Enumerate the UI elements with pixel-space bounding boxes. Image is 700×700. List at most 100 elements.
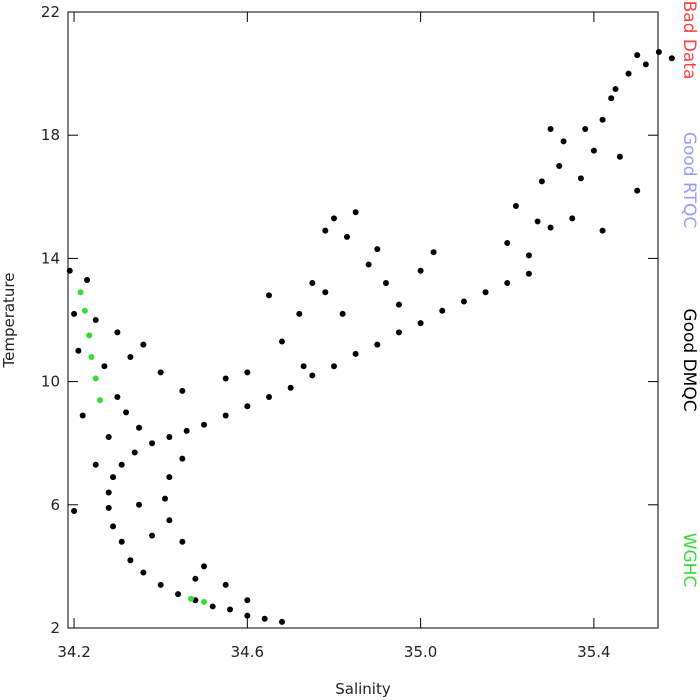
data-point [642,61,649,68]
data-point [136,424,143,431]
data-point [439,307,446,314]
data-point [118,461,125,468]
data-point [296,310,303,317]
data-point [278,338,285,345]
data-point [525,252,532,259]
x-tick-label: 34.6 [231,643,264,661]
data-point [92,375,99,382]
data-point [330,363,337,370]
data-point [395,329,402,336]
data-point [222,581,229,588]
data-point [244,612,251,619]
x-tick-label: 35.4 [577,643,610,661]
data-point [179,455,186,462]
data-point [244,369,251,376]
data-point [71,310,78,317]
data-point [188,595,195,602]
data-point [175,591,182,598]
data-point [75,347,82,354]
data-point [101,363,108,370]
data-point [534,218,541,225]
x-tick-label: 34.2 [57,643,90,661]
data-point [547,126,554,133]
data-point [166,517,173,524]
data-point [265,394,272,400]
data-point [140,341,147,348]
data-point [201,421,208,428]
data-point [149,532,156,539]
data-point [244,403,251,410]
data-point [460,298,467,305]
data-point [365,261,372,268]
data-point [569,215,576,222]
data-point [136,501,143,508]
data-point [525,270,532,277]
data-point [430,249,437,256]
data-point [343,233,350,240]
data-point [330,215,337,222]
data-point [92,317,99,323]
y-tick-label: 2 [50,619,60,637]
data-point [616,153,623,160]
data-point [123,409,130,416]
data-point [105,434,112,441]
data-point [504,240,511,246]
data-point [157,369,164,376]
data-point [668,55,675,62]
data-point [162,495,169,502]
data-point [114,329,121,336]
data-point [166,434,173,441]
data-point [157,581,164,588]
y-axis-label: Temperature [0,272,18,368]
legend-entry: Good DMQC [679,308,699,411]
data-point [114,394,121,400]
data-point [599,227,606,234]
data-point [577,175,584,182]
data-point [608,95,615,102]
data-point [395,301,402,308]
data-point [590,147,597,154]
legend-entry: WGHC [679,533,699,588]
data-point [547,224,554,231]
y-tick-label: 6 [50,496,60,514]
data-point [127,557,134,564]
data-point [86,332,93,339]
data-point [655,49,662,56]
data-point [84,276,91,283]
plot-frame [67,11,659,629]
data-point [88,353,95,360]
data-point [227,606,234,613]
x-axis-label: Salinity [335,680,391,698]
data-point [92,461,99,468]
y-tick-label: 22 [41,3,60,21]
data-point [309,372,316,379]
data-point [105,504,112,511]
data-point [374,246,381,253]
data-point [110,474,117,481]
data-point [140,569,147,576]
data-point [77,289,84,296]
data-point [201,563,208,570]
y-tick-label: 18 [41,126,60,144]
data-point [222,412,229,419]
data-point [66,267,73,274]
data-point [556,163,563,169]
data-point [127,353,134,360]
data-point [149,440,156,447]
data-point [201,598,208,605]
data-point [612,86,619,92]
data-point [110,523,117,530]
data-point [339,310,346,317]
legend-entry: Bad Data [679,1,699,80]
data-point [287,384,294,391]
data-point [261,615,268,622]
data-point [504,280,511,287]
data-point [79,412,86,419]
data-point [71,507,78,514]
data-point [374,341,381,348]
data-point [512,203,519,210]
data-point [560,138,567,145]
data-point [322,289,329,296]
data-point [538,178,545,185]
